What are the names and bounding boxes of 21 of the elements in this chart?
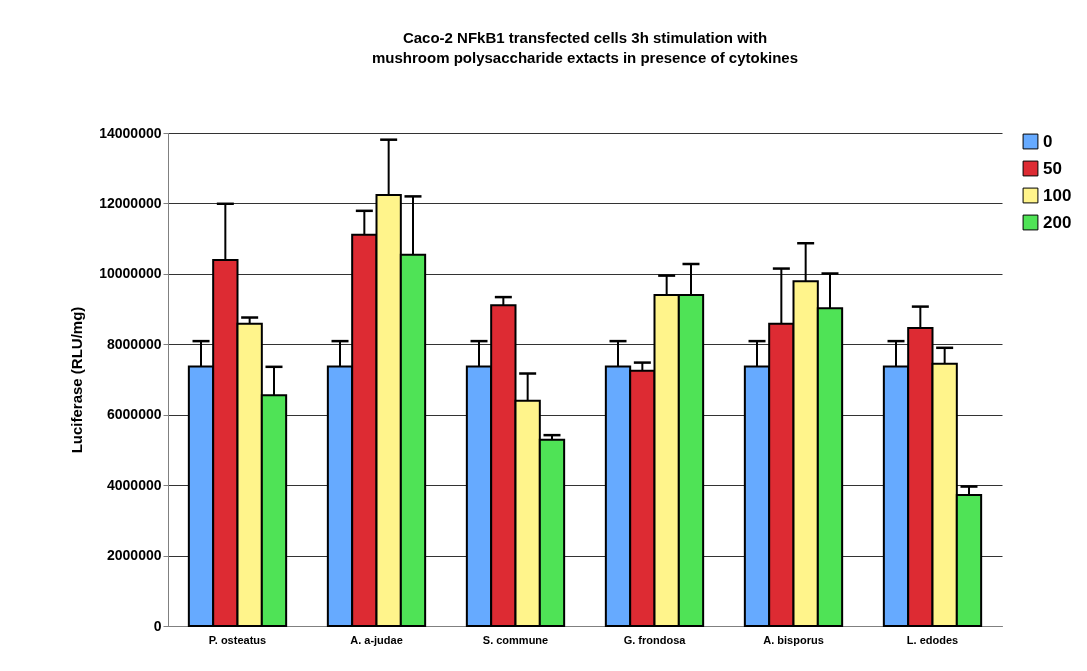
x-tick-label: A. bisporus xyxy=(763,633,824,646)
legend-label: 100 xyxy=(1043,185,1072,205)
y-tick-label: 0 xyxy=(153,617,162,634)
y-tick-label: 12000000 xyxy=(99,194,162,211)
x-tick-label: P. osteatus xyxy=(208,633,267,646)
x-tick-label: S. commune xyxy=(482,633,549,646)
y-tick-label: 14000000 xyxy=(99,124,162,141)
x-tick-label: G. frondosa xyxy=(623,633,687,646)
text: Caco-2 NFkB1 transfected cells 3h stimulation with xyxy=(402,29,768,46)
x-tick-label: L. edodes xyxy=(906,633,959,646)
y-axis-title: Luciferase (RLU/mg) xyxy=(68,306,86,454)
text: mushroom polysaccharide extacts in presence of cytokines xyxy=(372,49,798,66)
y-tick-label: 8000000 xyxy=(106,335,162,352)
legend-label: 0 xyxy=(1043,131,1053,151)
y-tick-label: 10000000 xyxy=(99,265,162,282)
y-tick-label: 4000000 xyxy=(106,476,162,493)
legend-label: 200 xyxy=(1043,212,1072,232)
legend-label: 50 xyxy=(1043,158,1062,178)
x-tick-label: A. a-judae xyxy=(350,633,403,646)
y-tick-label: 2000000 xyxy=(106,547,162,564)
y-tick-label: 6000000 xyxy=(106,406,162,423)
